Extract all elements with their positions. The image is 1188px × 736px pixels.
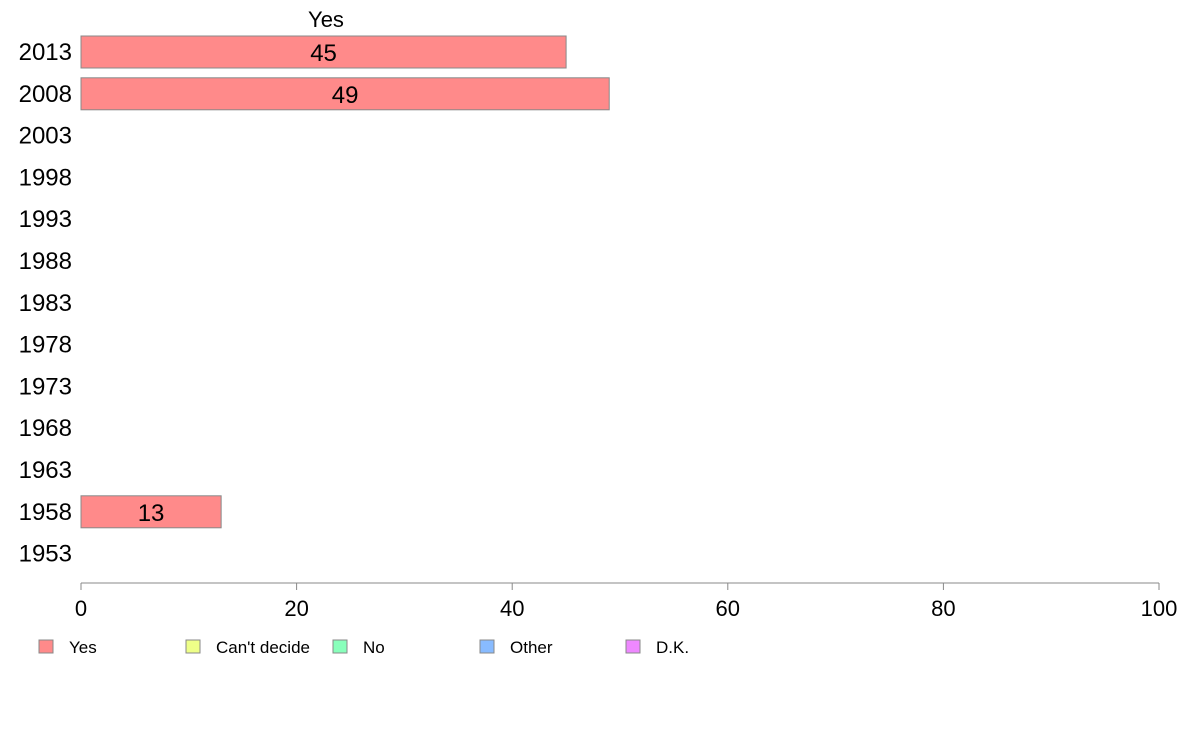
bars: 45 49 13 <box>80 35 610 529</box>
legend-label-d-k-: D.K. <box>656 638 689 657</box>
y-tick-label-1963: 1963 <box>19 457 72 484</box>
panel-label: Yes <box>308 7 344 32</box>
data-label-2008: 49 <box>332 82 359 109</box>
x-tick-label-100: 100 <box>1141 596 1178 621</box>
y-tick-label-2013: 2013 <box>19 39 72 66</box>
bar-yes-2013 <box>80 35 567 69</box>
legend-swatch-yes <box>38 639 54 654</box>
legend-label-other: Other <box>510 638 553 657</box>
legend-label-yes: Yes <box>69 638 97 657</box>
x-tick-label-40: 40 <box>500 596 524 621</box>
y-tick-label-1973: 1973 <box>19 373 72 400</box>
y-tick-label-1958: 1958 <box>19 499 72 526</box>
legend-swatch-d-k- <box>625 639 641 654</box>
y-tick-label-1978: 1978 <box>19 332 72 359</box>
y-tick-label-1953: 1953 <box>19 541 72 568</box>
y-tick-label-1988: 1988 <box>19 248 72 275</box>
legend-label-can-t-decide: Can't decide <box>216 638 310 657</box>
y-tick-label-1968: 1968 <box>19 415 72 442</box>
x-tick-label-60: 60 <box>716 596 740 621</box>
y-axis-labels: 2013 2008 2003 1998 1993 1988 1983 1978 1973 1968… <box>19 39 72 568</box>
x-axis: 0 20 40 60 80 100 <box>75 582 1178 621</box>
y-tick-label-1993: 1993 <box>19 206 72 233</box>
legend-swatch-can-t-decide <box>185 639 201 654</box>
y-tick-label-1983: 1983 <box>19 290 72 317</box>
legend-label-no: No <box>363 638 385 657</box>
x-tick-label-0: 0 <box>75 596 87 621</box>
legend-swatch-other <box>479 639 495 654</box>
x-tick-label-80: 80 <box>931 596 955 621</box>
data-label-1958: 13 <box>138 500 165 527</box>
y-tick-label-2008: 2008 <box>19 81 72 108</box>
y-tick-label-2003: 2003 <box>19 123 72 150</box>
legend: Yes Can't decide No Other D.K. <box>38 638 689 657</box>
bar-yes-1958 <box>80 495 222 529</box>
legend-swatch-no <box>332 639 348 654</box>
data-label-2013: 45 <box>310 40 337 67</box>
bar-yes-2008 <box>80 77 610 111</box>
x-tick-label-20: 20 <box>284 596 308 621</box>
y-tick-label-1998: 1998 <box>19 164 72 191</box>
